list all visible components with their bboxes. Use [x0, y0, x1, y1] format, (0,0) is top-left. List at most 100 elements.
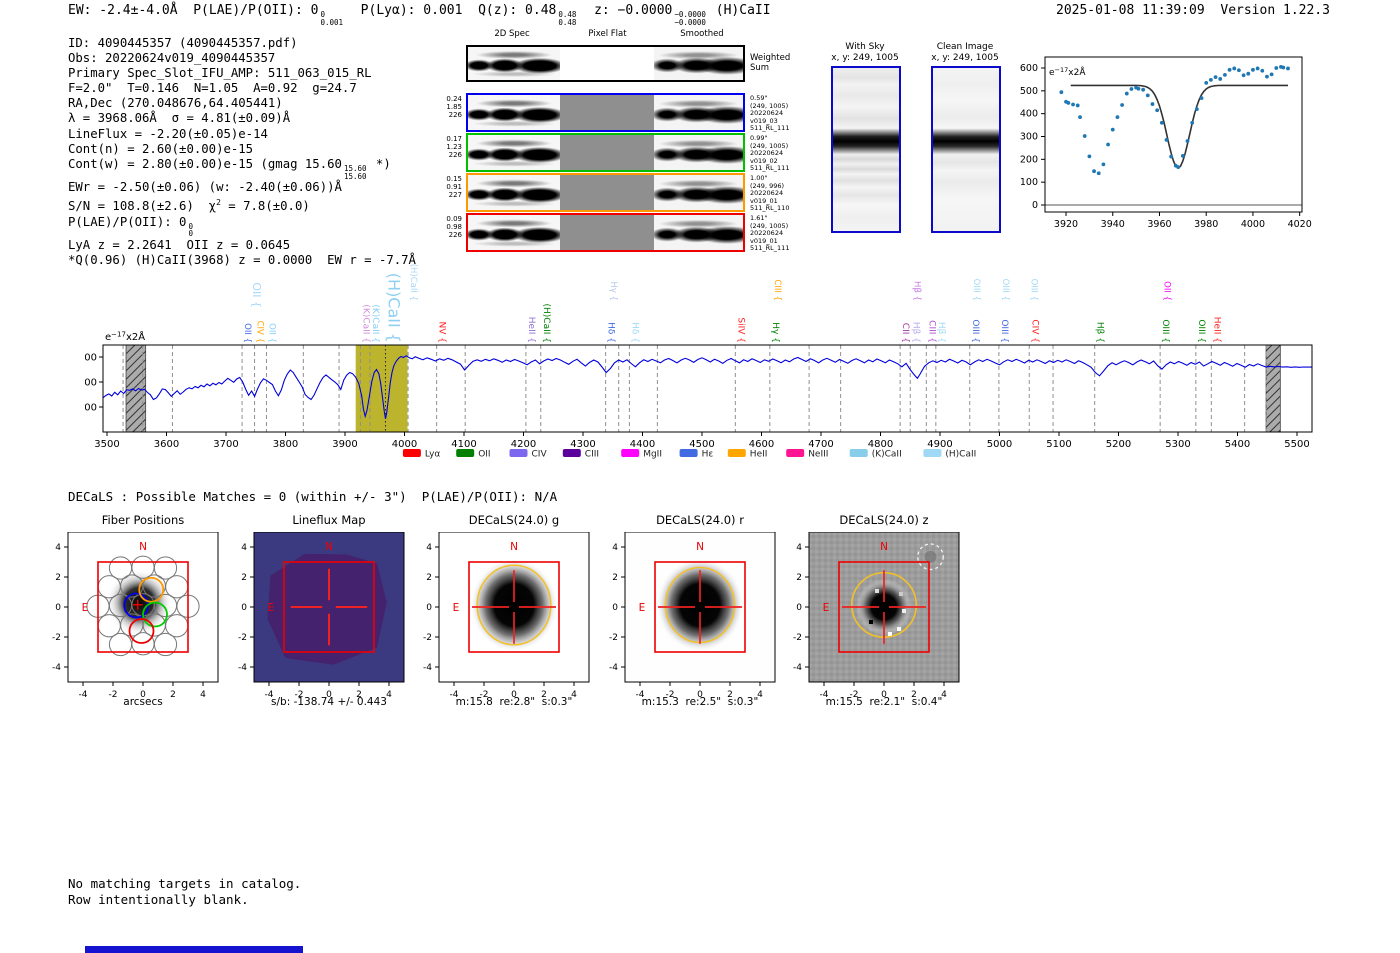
svg-text:4600: 4600 [749, 439, 774, 450]
svg-text:OIII {: OIII { [971, 279, 981, 301]
svg-text:0: 0 [55, 603, 61, 613]
svg-text:0: 0 [881, 690, 887, 700]
info-line: ID: 4090445357 (4090445357.pdf) [68, 36, 298, 50]
svg-text:4: 4 [55, 543, 61, 553]
spec2d-row-left-labels: 0.09 0.98 226 [446, 215, 462, 239]
svg-text:4: 4 [386, 690, 392, 700]
svg-text:4: 4 [757, 690, 763, 700]
svg-text:CIII: CIII [585, 450, 599, 460]
svg-text:OIII {: OIII { [970, 319, 980, 343]
svg-text:5400: 5400 [1225, 439, 1250, 450]
svg-text:-4: -4 [265, 690, 274, 700]
svg-text:-2: -2 [609, 633, 618, 643]
svg-text:4500: 4500 [689, 439, 714, 450]
svg-text:2: 2 [911, 690, 917, 700]
timestamp-version: 2025-01-08 11:39:09 Version 1.22.3 [1056, 3, 1330, 18]
pixel-flat-image [560, 215, 654, 250]
svg-text:OIII {: OIII { [999, 319, 1009, 343]
svg-text:HeII {: HeII { [526, 317, 536, 343]
cutout-panel-lineflux-map: N E -4 -4 -2 -2 0 0 2 2 4 4 [238, 532, 405, 700]
svg-text:OIII {: OIII { [1196, 319, 1206, 343]
svg-text:4300: 4300 [570, 439, 595, 450]
svg-text:200: 200 [1020, 154, 1038, 165]
svg-text:2: 2 [796, 573, 802, 583]
spec2d-row-left-labels: 0.17 1.23 226 [446, 135, 462, 159]
svg-text:Hβ {: Hβ { [911, 281, 921, 301]
svg-text:2: 2 [241, 573, 247, 583]
svg-text:400: 400 [1020, 109, 1038, 120]
with-sky-cutout [831, 66, 901, 233]
panel-title: Fiber Positions [101, 513, 185, 527]
svg-text:3960: 3960 [1147, 219, 1171, 230]
pixel-flat-image [560, 135, 654, 170]
svg-text:0: 0 [511, 690, 517, 700]
spec2d-row [466, 45, 745, 82]
svg-text:600: 600 [1020, 63, 1038, 74]
spec2d-row [466, 133, 745, 172]
svg-text:4000: 4000 [1241, 219, 1265, 230]
spec2d-col-title: Smoothed [680, 29, 724, 39]
svg-text:E: E [823, 602, 830, 614]
svg-text:E: E [453, 602, 460, 614]
svg-text:-2: -2 [109, 690, 118, 700]
svg-text:-4: -4 [238, 663, 247, 673]
cutout-panel-fiber-positions: N E -4 -4 -2 -2 0 0 2 2 4 4 [52, 532, 219, 700]
svg-text:2: 2 [612, 573, 618, 583]
svg-text:(H)CaII {: (H)CaII { [541, 304, 551, 344]
svg-text:500: 500 [1020, 86, 1038, 97]
svg-text:OII {: OII { [242, 323, 252, 343]
svg-text:e−17x2Å: e−17x2Å [105, 330, 145, 343]
svg-text:4900: 4900 [927, 439, 952, 450]
pixel-flat-image [560, 47, 654, 80]
spec2d-row-right-labels: 0.59" (249, 1005) 20220624 v019_03 511_RL_11… [750, 94, 790, 133]
svg-text:-4: -4 [609, 663, 618, 673]
spec2d-col-title: 2D Spec [494, 29, 530, 39]
panel-caption: arcsecs [123, 696, 163, 708]
svg-text:NV {: NV { [437, 322, 447, 343]
panel-title: DECaLS(24.0) r [656, 513, 744, 527]
pixel-flat-image [560, 95, 654, 130]
svg-text:600: 600 [85, 353, 97, 364]
svg-text:E: E [268, 602, 275, 614]
cutout-panel-decals-24-0-g: N E -4 -4 -2 -2 0 0 2 2 4 4 [423, 532, 590, 700]
svg-text:-4: -4 [450, 690, 459, 700]
svg-text:0: 0 [697, 690, 703, 700]
target-info-block: ID: 4090445357 (4090445357.pdf) Obs: 2022… [68, 36, 416, 268]
svg-text:Hδ {: Hδ { [629, 322, 639, 343]
footer-line: No matching targets in catalog. [68, 876, 302, 891]
svg-text:-2: -2 [850, 690, 859, 700]
info-line: EWr = -2.50(±0.06) (w: -2.40(±0.06))Å [68, 180, 342, 195]
svg-text:3700: 3700 [213, 439, 238, 450]
svg-text:0: 0 [140, 690, 146, 700]
svg-text:Lyα: Lyα [425, 450, 441, 460]
svg-text:-4: -4 [820, 690, 829, 700]
svg-text:-4: -4 [793, 663, 802, 673]
svg-text:MgII: MgII [643, 450, 662, 460]
svg-text:(K)CaII {: (K)CaII { [360, 304, 370, 343]
svg-text:4: 4 [426, 543, 432, 553]
spec2d-row-left-labels: 0.24 1.85 226 [446, 95, 462, 119]
svg-text:0: 0 [326, 690, 332, 700]
svg-text:4: 4 [200, 690, 206, 700]
svg-text:Hδ {: Hδ { [606, 322, 616, 343]
smoothed-image [654, 215, 743, 250]
spec2d-image [468, 135, 560, 170]
spec2d-image [468, 215, 560, 250]
full-spectrum-chart: 3500 3600 3700 3800 3900 4000 4100 4200 4300 4400… [85, 264, 1313, 460]
svg-text:0: 0 [796, 603, 802, 613]
svg-text:NeIII: NeIII [808, 450, 828, 460]
svg-text:(H)CaII: (H)CaII [945, 450, 976, 460]
panel-title: Lineflux Map [292, 513, 366, 527]
spec2d-row-right-labels: 1.61" (249, 1005) 20220624 v019_01 511_RL_11… [750, 214, 790, 253]
svg-text:3900: 3900 [332, 439, 357, 450]
svg-text:2: 2 [170, 690, 176, 700]
svg-text:Hβ {: Hβ { [910, 322, 920, 343]
svg-text:0: 0 [426, 603, 432, 613]
svg-text:4400: 4400 [630, 439, 655, 450]
info-line: Cont(n) = 2.60(±0.00)e-15 [68, 141, 254, 156]
svg-text:CIV: CIV [532, 450, 548, 460]
svg-text:CIV {: CIV { [255, 321, 265, 343]
spec2d-row-right-labels: 1.00" (249, 996) 20220624 v019_01 511_RL_110 [750, 174, 790, 213]
panel-caption: m:15.5 re:2.1" s:0.4" [825, 696, 943, 708]
